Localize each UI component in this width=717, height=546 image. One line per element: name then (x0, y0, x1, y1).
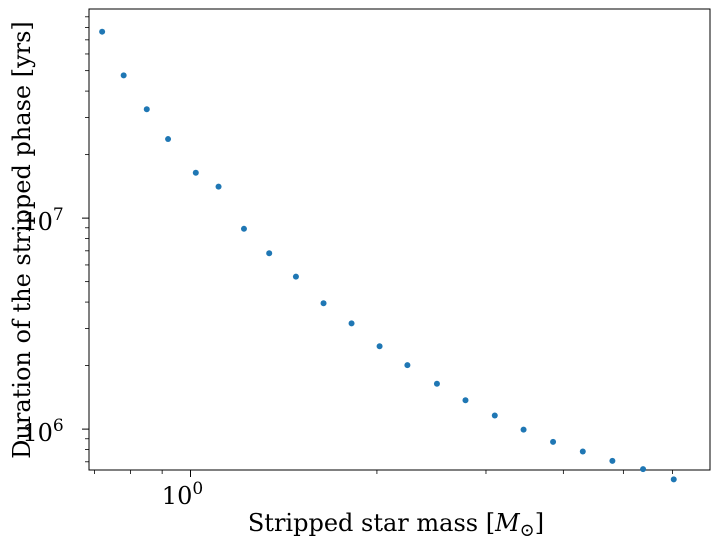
data-point (550, 438, 557, 445)
data-point (491, 412, 498, 419)
data-point (520, 426, 527, 433)
data-point (320, 300, 327, 307)
data-point (266, 250, 273, 257)
data-point (143, 106, 150, 113)
data-point (640, 466, 647, 473)
data-point (99, 28, 106, 35)
x-axis-label: Stripped star mass [M⊙] (248, 509, 544, 541)
data-point (670, 476, 677, 483)
data-point (240, 225, 247, 232)
data-point (292, 273, 299, 280)
plot-area (88, 8, 711, 471)
data-point (120, 72, 127, 79)
data-point (165, 136, 172, 143)
data-point (433, 380, 440, 387)
x-tick-label: 100 (162, 479, 203, 510)
data-points (99, 28, 677, 483)
data-point (404, 362, 411, 369)
data-point (348, 320, 355, 327)
data-point (609, 457, 616, 464)
data-point (192, 169, 199, 176)
data-point (215, 183, 222, 190)
axis-ticks (82, 16, 673, 477)
data-point (579, 448, 586, 455)
data-point (462, 397, 469, 404)
data-point (376, 343, 383, 350)
y-axis-label: Duration of the stripped phase [yrs] (8, 21, 36, 459)
